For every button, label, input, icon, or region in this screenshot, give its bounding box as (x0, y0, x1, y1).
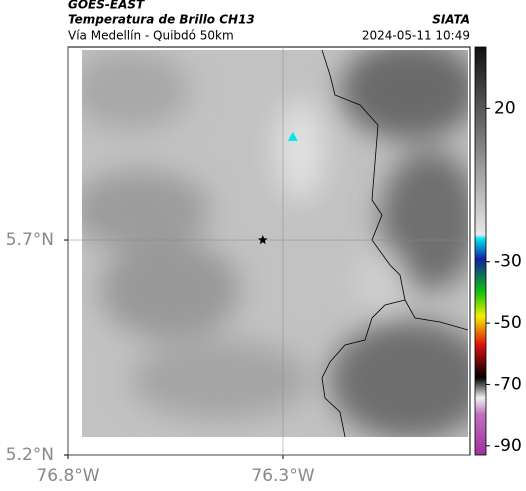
x-tick-label: 76.3°W (251, 466, 314, 486)
x-tick-label: 76.8°W (36, 466, 99, 486)
colorbar-tick-label: -90 (494, 436, 522, 456)
location: Vía Medellín - Quibdó 50km (68, 29, 234, 43)
subtitle: Temperatura de Brillo CH13 (68, 13, 255, 27)
colorbar-tick-label: -30 (494, 252, 522, 272)
y-tick-label: 5.2°N (6, 445, 54, 465)
colorbar-tick-label: 20 (494, 98, 516, 118)
title: GOES-EAST (68, 0, 145, 12)
datetime: 2024-05-11 10:49 (362, 29, 470, 43)
colorbar (474, 46, 487, 456)
colorbar-tick-label: -70 (494, 374, 522, 394)
triangle-marker (287, 131, 298, 141)
colorbar-tick-label: -50 (494, 313, 522, 333)
coastline (321, 49, 469, 438)
y-tick-label: 5.7°N (6, 230, 54, 250)
star-marker (258, 235, 268, 245)
source: SIATA (432, 13, 470, 27)
satellite-image (82, 50, 468, 437)
